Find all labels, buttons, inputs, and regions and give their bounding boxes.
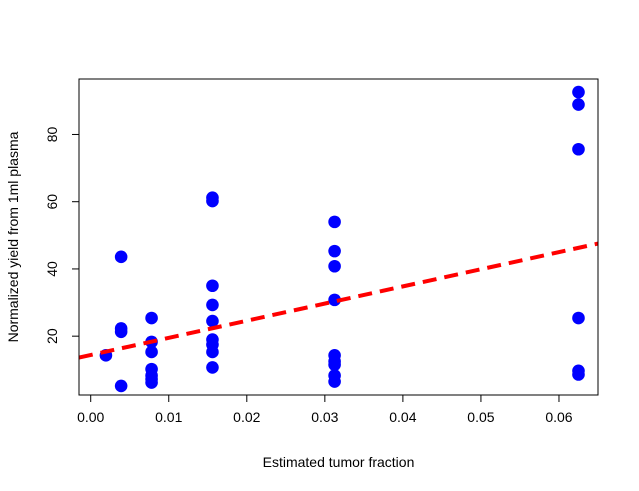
data-point xyxy=(206,194,219,208)
data-point xyxy=(328,259,341,273)
x-tick-label: 0.04 xyxy=(389,409,416,425)
data-point xyxy=(572,98,585,111)
x-tick-label: 0.05 xyxy=(467,409,494,425)
data-point xyxy=(206,345,219,359)
data-point xyxy=(114,325,128,339)
y-tick-label: 80 xyxy=(44,126,60,142)
regression-line-layer xyxy=(78,241,599,360)
data-point xyxy=(206,298,219,312)
data-point xyxy=(572,142,585,156)
data-point xyxy=(145,345,158,359)
data-point xyxy=(572,311,585,325)
x-axis: 0.00 0.01 0.02 0.03 0.04 0.05 0.06 xyxy=(77,394,573,425)
data-point xyxy=(206,314,219,328)
data-point xyxy=(572,368,585,381)
data-point xyxy=(328,215,341,229)
x-tick-label: 0.02 xyxy=(233,409,260,425)
data-point xyxy=(114,379,128,393)
data-point xyxy=(328,375,341,388)
x-axis-title: Estimated tumor fraction xyxy=(263,454,415,470)
data-point xyxy=(328,293,341,307)
y-axis-title: Normalized yield from 1ml plasma xyxy=(5,131,21,342)
y-tick-label: 60 xyxy=(44,194,60,210)
x-tick-label: 0.06 xyxy=(545,409,572,425)
data-point xyxy=(328,244,341,258)
regression-line xyxy=(78,241,599,360)
x-tick-label: 0.00 xyxy=(77,409,104,425)
plot-frame xyxy=(78,78,599,396)
x-tick-label: 0.01 xyxy=(155,409,182,425)
y-tick-label: 20 xyxy=(44,328,60,344)
data-point xyxy=(145,376,158,389)
data-point xyxy=(114,250,128,264)
data-point xyxy=(572,85,585,99)
data-point xyxy=(206,279,219,293)
data-point xyxy=(206,361,219,374)
data-points xyxy=(99,85,585,393)
y-axis: 20 40 60 80 xyxy=(44,126,80,344)
y-tick-label: 40 xyxy=(44,261,60,277)
data-point xyxy=(328,358,341,372)
data-point xyxy=(145,311,158,325)
x-tick-label: 0.03 xyxy=(311,409,338,425)
